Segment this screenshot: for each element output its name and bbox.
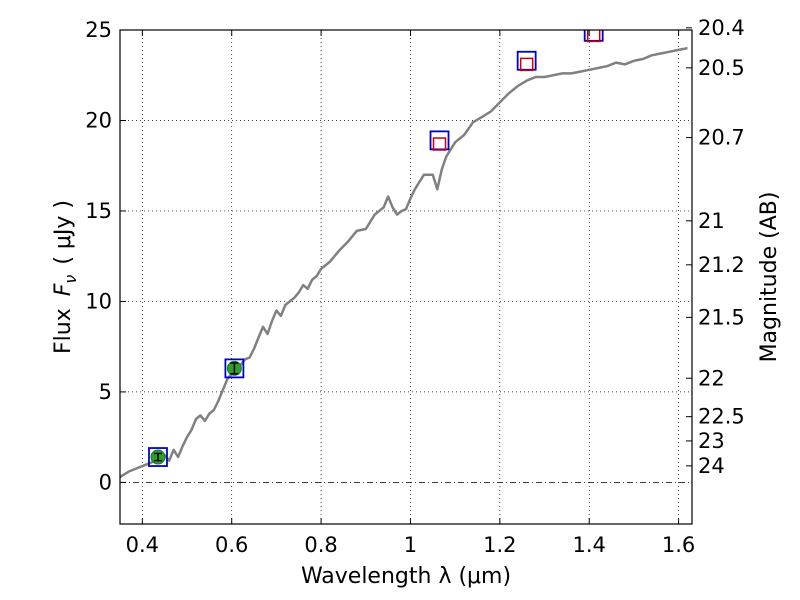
y-tick-label: 20: [85, 108, 112, 132]
y-tick-label: 15: [85, 199, 112, 223]
x-tick-label: 1.6: [662, 533, 695, 557]
y2-tick-label: 23: [698, 429, 725, 453]
y-axis-label-prefix: Flux: [51, 308, 76, 354]
y2-tick-label: 20.7: [698, 126, 745, 150]
y-tick-label: 10: [85, 289, 112, 313]
y-axis-label-subscript: ν: [61, 275, 80, 284]
limit-point: [519, 57, 534, 72]
y2-tick-label: 22: [698, 366, 725, 390]
plot-frame: [119, 29, 693, 525]
y2-tick-label: 20.5: [698, 56, 745, 80]
y2-tick-label: 21: [698, 209, 725, 233]
x-tick-label: 1.2: [483, 533, 516, 557]
y-axis-label-symbol: F: [51, 283, 76, 296]
y-axis-label-unit: ( μJy ): [51, 200, 76, 265]
grid-lines: [120, 30, 692, 524]
axis-ticks: 0.4 0.6 0.8 1 1.2 1.4 1.6 0 5 10 15 20 25 20.4 20.5 20.…: [85, 16, 745, 557]
x-tick-label: 0.4: [126, 533, 159, 557]
x-tick-label: 0.8: [304, 533, 337, 557]
y2-axis-label: Magnitude (AB): [757, 192, 782, 363]
spectrum-line: [120, 46, 688, 479]
x-tick-label: 1.4: [573, 533, 606, 557]
y-tick-label: 25: [85, 18, 112, 42]
x-axis-label: Wavelength λ (μm): [301, 564, 511, 589]
x-tick-label: 0.6: [215, 533, 248, 557]
y2-tick-label: 24: [698, 454, 725, 478]
y2-tick-label: 22.5: [698, 405, 745, 429]
model-point: [148, 447, 168, 467]
y-tick-label: 5: [99, 380, 112, 404]
limit-point: [586, 30, 601, 43]
model-point: [224, 358, 245, 379]
series-layer: [120, 30, 688, 479]
y-tick-label: 0: [99, 470, 112, 494]
limit-point: [432, 137, 447, 151]
y2-tick-label: 21.2: [698, 253, 745, 277]
y2-tick-label: 20.4: [698, 16, 745, 40]
x-tick-label: 1: [404, 533, 417, 557]
y2-tick-label: 21.5: [698, 305, 745, 329]
y-axis-label: Flux Fν ( μJy ): [51, 200, 80, 354]
